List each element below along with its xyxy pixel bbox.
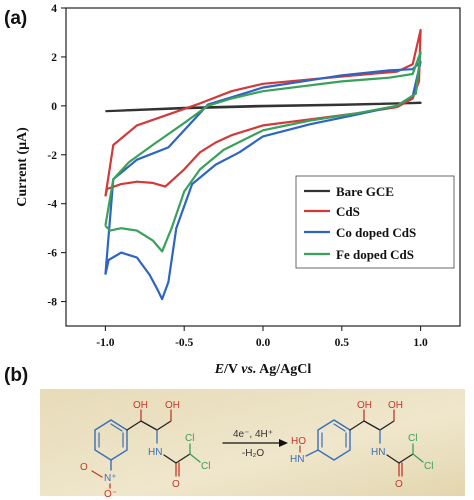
reactant-oh-left: OH <box>133 400 148 411</box>
reactant-cl-top: Cl <box>185 433 194 444</box>
product-o-carbonyl: O <box>395 479 403 490</box>
y-tick-label: -6 <box>47 248 57 260</box>
legend-label-co-doped-cds: Co doped CdS <box>336 225 416 240</box>
y-tick-label: 2 <box>51 52 57 64</box>
product-hn-left: HN <box>290 454 304 465</box>
reactant-cl-right: Cl <box>201 461 210 472</box>
reactant-oh-right: OH <box>165 400 180 411</box>
arrow-bottom-label: -H₂O <box>242 448 264 459</box>
panel-a-label: (a) <box>4 8 27 29</box>
legend: Bare GCE CdS Co doped CdS Fe doped CdS <box>295 175 455 269</box>
y-tick-label: -8 <box>47 297 57 309</box>
x-axis-title: E/V vs. Ag/AgCl <box>214 362 312 377</box>
product-oh-left: OH <box>357 400 372 411</box>
y-tick-label: -4 <box>47 199 57 211</box>
series-line-fe-doped-cds <box>104 50 422 253</box>
legend-label-fe-doped-cds: Fe doped CdS <box>336 247 414 262</box>
y-tick-label: -2 <box>47 150 57 162</box>
y-tick-label: 0 <box>51 101 57 113</box>
legend-label-bare-gce: Bare GCE <box>336 184 394 199</box>
reactant-nh: HN <box>148 447 162 458</box>
series-line-bare-gce <box>105 101 422 113</box>
x-axis-title-ref: Ag/AgCl <box>256 362 311 377</box>
x-axis-title-vs: vs. <box>241 362 256 377</box>
y-axis-title: Current (μA) <box>15 127 30 207</box>
x-tick-label: -0.5 <box>175 337 193 349</box>
series-line-cds <box>104 28 422 197</box>
legend-label-cds: CdS <box>336 204 360 219</box>
arrow-head <box>279 439 288 447</box>
product-ho: HO <box>291 436 306 447</box>
reactant-o-top: O <box>80 462 88 473</box>
reactant-structure: N⁺ O O⁻ OH OH HN O Cl Cl <box>80 400 210 500</box>
product-oh-right: OH <box>388 400 403 411</box>
product-structure: HN HO OH OH HN O Cl Cl <box>290 400 433 490</box>
product-nh: HN <box>371 447 385 458</box>
reactant-n-plus: N⁺ <box>104 473 117 484</box>
arrow-top-label: 4e⁻, 4H⁺ <box>233 429 273 440</box>
panel-b-label: (b) <box>4 365 28 386</box>
x-tick-label: 0.5 <box>335 337 350 349</box>
x-tick-label: 0.0 <box>256 337 271 349</box>
reaction-arrow: 4e⁻, 4H⁺ -H₂O <box>222 429 288 459</box>
x-tick-label: -1.0 <box>96 337 114 349</box>
x-tick-label: 1.0 <box>413 337 428 349</box>
reaction-scheme: N⁺ O O⁻ OH OH HN O Cl Cl <box>80 400 433 500</box>
series-line-co-doped-cds <box>104 60 422 301</box>
reactant-o-minus: O⁻ <box>104 489 117 500</box>
x-axis-title-var: E <box>214 362 224 377</box>
product-cl-top: Cl <box>408 433 417 444</box>
product-cl-right: Cl <box>424 461 433 472</box>
reactant-benzene-ring <box>94 419 128 461</box>
y-tick-label: 4 <box>51 3 57 15</box>
reactant-o-carbonyl: O <box>172 479 180 490</box>
cv-chart: -1.0 -0.5 0.0 0.5 1.0 4 2 0 -2 -4 -6 -8 Bare GCE Cd… <box>15 3 461 377</box>
x-axis-title-unit: /V <box>223 362 241 377</box>
